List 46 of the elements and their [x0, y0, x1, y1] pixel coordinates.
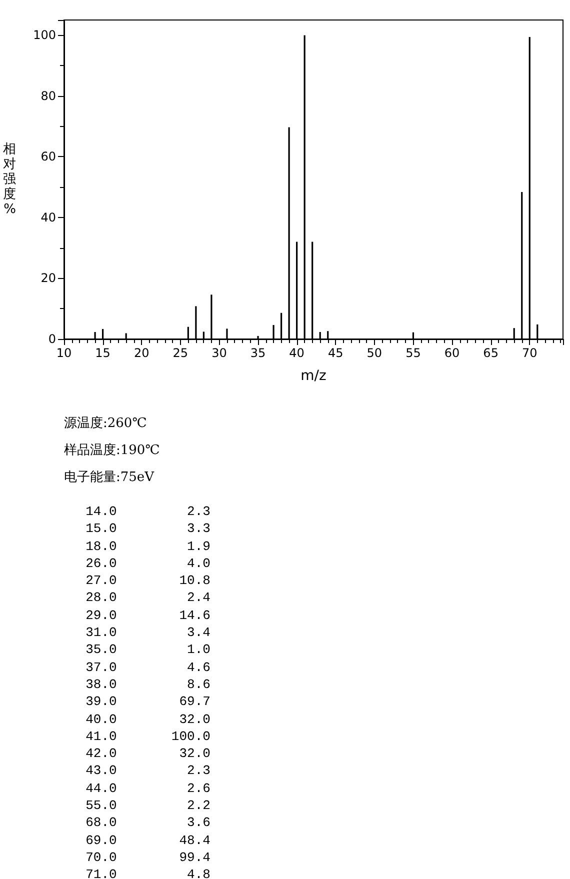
text: 70.0 99.4: [84, 848, 210, 866]
x-tick-label: 55: [406, 346, 421, 360]
text: 27.0 10.8: [84, 572, 210, 590]
y-tick-label: 20: [40, 271, 56, 286]
text: 15.0 3.3: [84, 520, 210, 538]
text: 40.0 32.0: [84, 710, 210, 728]
text: 71.0 4.8: [84, 866, 210, 879]
y-tick-label: 40: [40, 210, 56, 224]
x-tick-label: 70: [522, 346, 538, 360]
text: 14.0 2.3: [84, 503, 210, 520]
x-tick-label: 15: [95, 346, 110, 360]
x-tick-label: 50: [366, 346, 382, 360]
x-tick-label: 45: [328, 346, 344, 360]
text: 55.0 2.2: [84, 797, 210, 814]
x-axis-title: m/z: [300, 368, 326, 384]
x-tick-label: 35: [250, 346, 266, 360]
text: 38.0 8.6: [84, 676, 210, 694]
text: 18.0 1.9: [84, 538, 210, 555]
text: 39.0 69.7: [84, 693, 210, 711]
y-tick-label: 0: [48, 332, 56, 346]
text: 26.0 4.0: [84, 554, 210, 572]
text: 69.0 48.4: [84, 832, 210, 849]
y-tick-label: 80: [40, 88, 56, 103]
text: 44.0 2.6: [84, 780, 210, 798]
text: 43.0 2.3: [84, 762, 210, 780]
x-tick-label: 10: [56, 346, 72, 360]
text: 35.0 1.0: [84, 641, 210, 659]
text: 68.0 3.6: [84, 814, 210, 832]
text: 28.0 2.4: [84, 589, 210, 607]
y-axis-title: 相对强度%: [3, 142, 16, 217]
text: 31.0 3.4: [84, 624, 210, 642]
text: 41.0 100.0: [84, 728, 210, 746]
text: 37.0 4.6: [84, 658, 210, 676]
x-tick-label: 25: [172, 346, 188, 360]
x-tick-label: 60: [444, 346, 460, 360]
x-tick-label: 40: [289, 346, 304, 360]
y-tick-label: 100: [33, 28, 56, 42]
x-tick-label: 20: [134, 346, 150, 360]
text: 源温度:260℃: [64, 415, 148, 433]
x-tick-label: 30: [212, 346, 227, 360]
x-tick-label: 65: [483, 346, 498, 360]
text: 29.0 14.6: [84, 606, 210, 624]
text: 样品温度:190℃: [64, 442, 160, 460]
y-tick-label: 60: [40, 150, 56, 164]
text: 42.0 32.0: [84, 745, 210, 762]
text: 电子能量:75eV: [64, 469, 156, 487]
